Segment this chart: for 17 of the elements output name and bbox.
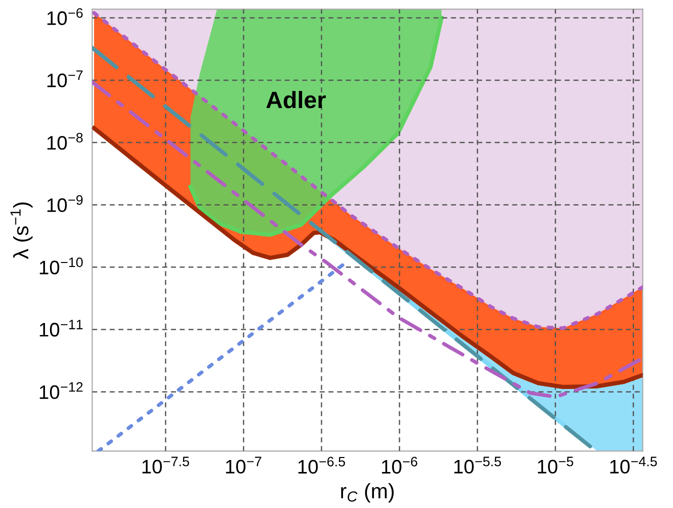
y-tick-label: 10$^{−7}$ (47, 70, 83, 88)
x-tick-label: 10$^{−4.5}$ (610, 456, 657, 474)
x-tick-label: 10$^{−6}$ (382, 456, 418, 474)
x-tick-label: 10$^{−7.5}$ (142, 456, 190, 474)
x-tick-label: 10$^{−6.5}$ (298, 456, 346, 474)
y-tick-label: 10$^{−6}$ (47, 8, 83, 26)
y-tick-label: 10$^{−8}$ (47, 132, 83, 150)
x-tick-label: 10$^{−5.5}$ (454, 456, 501, 474)
y-tick-label: 10$^{−12}$ (40, 382, 83, 400)
annotation: Adler (266, 90, 326, 108)
x-axis-title: r$_{C}$ (m) (341, 483, 394, 503)
y-tick-label: 10$^{−11}$ (40, 320, 83, 337)
y-tick-label: 10$^{−10}$ (40, 258, 83, 274)
x-tick-label: 10$^{−7}$ (226, 456, 262, 474)
x-tick-label: 10$^{−5}$ (538, 456, 574, 474)
y-tick-label: 10$^{−9}$ (47, 195, 83, 212)
y-axis-title: λ (s$^{−1}$) (10, 202, 33, 259)
